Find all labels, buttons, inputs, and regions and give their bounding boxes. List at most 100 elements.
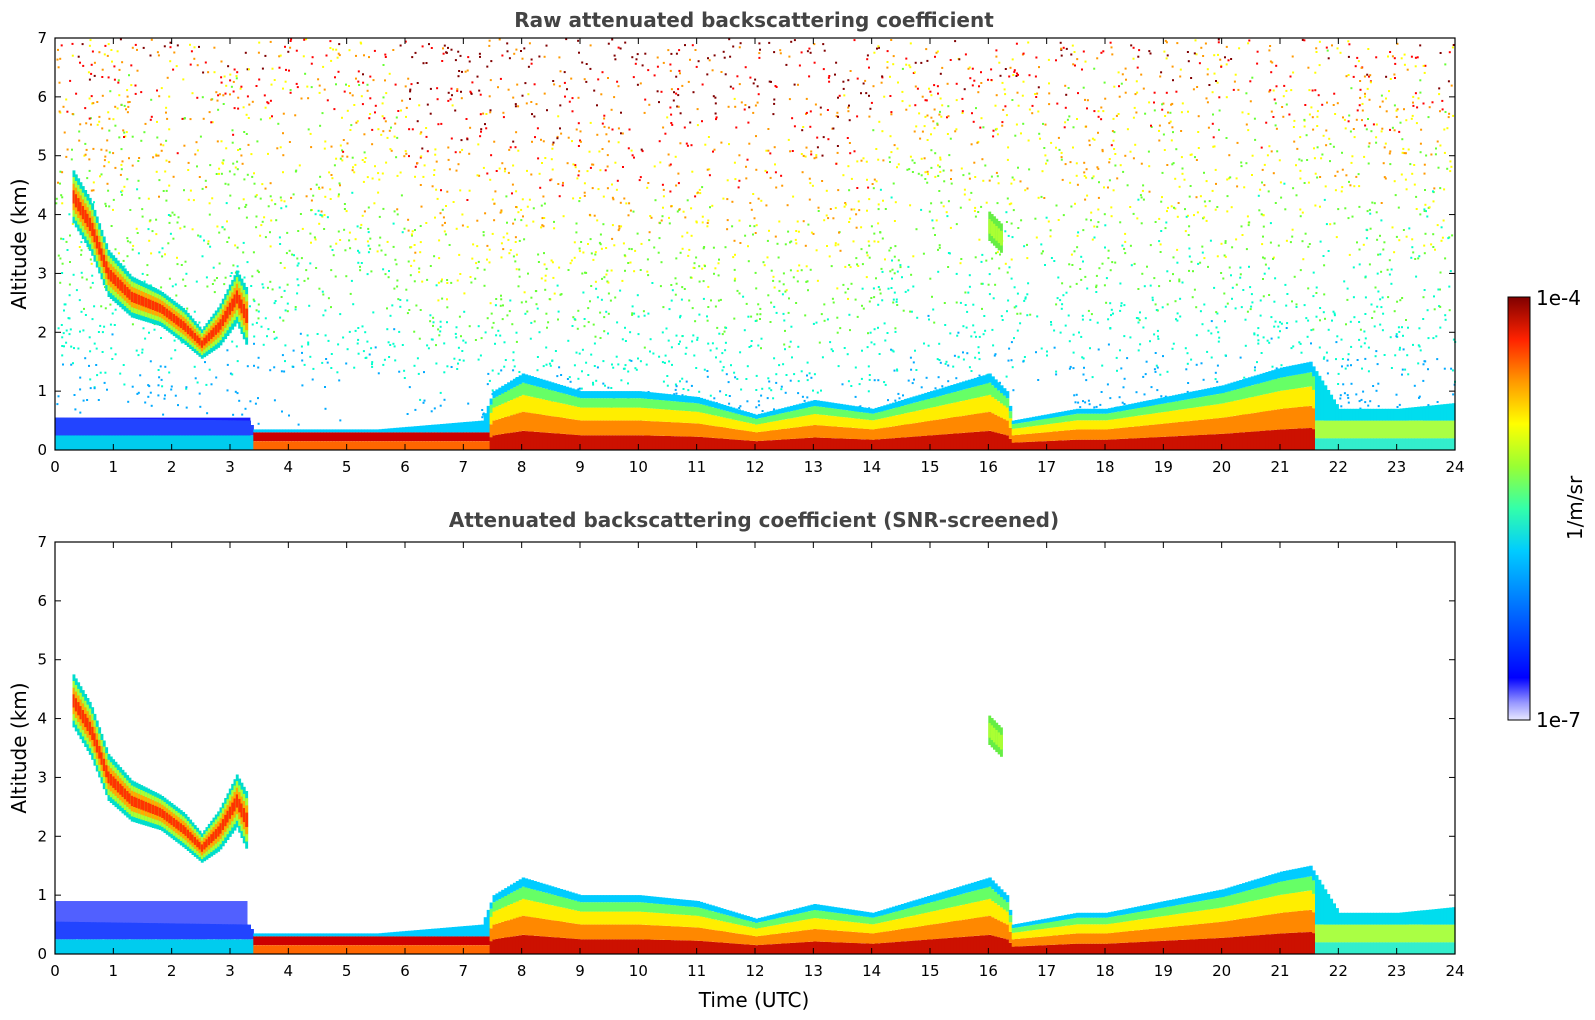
noise-pixel (1035, 56, 1038, 59)
boundary-layer-column (113, 435, 117, 450)
noise-pixel (1022, 360, 1025, 363)
noise-pixel (1056, 102, 1059, 105)
noise-pixel (1423, 210, 1426, 212)
noise-pixel (540, 277, 543, 280)
noise-pixel (847, 297, 849, 300)
noise-pixel (258, 41, 261, 44)
noise-pixel (634, 367, 637, 370)
boundary-layer-column (276, 441, 281, 450)
noise-pixel (339, 184, 341, 187)
noise-pixel (856, 315, 859, 318)
noise-pixel (938, 113, 941, 116)
noise-pixel (1311, 89, 1314, 92)
noise-pixel (89, 378, 92, 381)
noise-pixel (64, 303, 67, 306)
noise-pixel (755, 224, 758, 227)
noise-pixel (1203, 216, 1206, 219)
noise-pixel (478, 174, 481, 177)
noise-pixel (859, 405, 862, 408)
noise-pixel (933, 84, 936, 87)
noise-pixel (305, 38, 308, 41)
noise-pixel (147, 228, 150, 231)
noise-pixel (1082, 86, 1085, 89)
noise-pixel (706, 375, 709, 378)
noise-pixel (577, 174, 580, 177)
noise-pixel (161, 385, 164, 388)
noise-pixel (1291, 228, 1294, 231)
noise-pixel (436, 197, 439, 200)
boundary-layer-column (130, 418, 135, 436)
noise-pixel (309, 262, 312, 265)
noise-pixel (543, 55, 546, 58)
boundary-layer-column (323, 429, 327, 433)
noise-pixel (355, 121, 358, 124)
noise-pixel (808, 372, 811, 375)
noise-pixel (812, 389, 814, 392)
noise-pixel (979, 126, 982, 129)
noise-pixel (1439, 110, 1441, 113)
noise-pixel (255, 321, 258, 324)
noise-pixel (461, 350, 464, 352)
noise-pixel (108, 205, 111, 208)
noise-pixel (1257, 342, 1260, 345)
noise-pixel (142, 327, 145, 330)
noise-pixel (1352, 75, 1355, 78)
noise-pixel (934, 387, 937, 390)
noise-pixel (1013, 286, 1016, 289)
noise-pixel (687, 389, 690, 392)
boundary-layer-column (300, 441, 304, 450)
noise-pixel (768, 41, 771, 44)
noise-pixel (1347, 353, 1350, 356)
noise-pixel (1364, 357, 1367, 360)
noise-pixel (141, 208, 144, 211)
noise-pixel (1285, 304, 1288, 307)
noise-pixel (872, 129, 875, 132)
noise-pixel (1005, 375, 1008, 378)
noise-pixel (1234, 73, 1237, 76)
noise-pixel (725, 373, 728, 376)
noise-pixel (775, 86, 778, 88)
noise-pixel (968, 198, 971, 201)
noise-pixel (1412, 104, 1415, 107)
noise-pixel (1308, 243, 1311, 245)
noise-pixel (1191, 296, 1194, 299)
noise-pixel (602, 223, 605, 226)
noise-pixel (1217, 53, 1219, 56)
noise-pixel (131, 164, 134, 167)
noise-pixel (822, 136, 825, 139)
noise-pixel (889, 161, 891, 163)
noise-pixel (139, 374, 142, 377)
noise-pixel (983, 315, 986, 317)
noise-pixel (1046, 350, 1048, 353)
noise-pixel (757, 93, 760, 96)
noise-pixel (1026, 243, 1028, 246)
noise-pixel (520, 50, 522, 52)
boundary-layer-column (57, 435, 62, 450)
noise-pixel (205, 186, 208, 189)
noise-pixel (756, 313, 759, 316)
noise-pixel (198, 45, 200, 48)
noise-pixel (345, 210, 348, 213)
noise-pixel (226, 363, 229, 366)
noise-pixel (434, 148, 437, 151)
noise-pixel (808, 177, 811, 180)
noise-pixel (1305, 317, 1308, 320)
noise-pixel (434, 216, 436, 219)
noise-pixel (1372, 123, 1375, 126)
noise-pixel (1156, 366, 1159, 369)
noise-pixel (319, 124, 322, 127)
noise-pixel (868, 94, 870, 97)
noise-pixel (289, 46, 292, 49)
noise-pixel (314, 238, 317, 241)
noise-pixel (1055, 146, 1057, 149)
noise-pixel (766, 171, 768, 174)
noise-pixel (1133, 106, 1136, 109)
noise-pixel (1443, 128, 1446, 131)
noise-pixel (195, 141, 198, 144)
noise-pixel (1016, 312, 1019, 315)
noise-pixel (1166, 164, 1169, 166)
noise-pixel (223, 75, 226, 78)
noise-pixel (157, 369, 160, 371)
noise-pixel (1439, 305, 1442, 308)
noise-pixel (806, 396, 809, 399)
